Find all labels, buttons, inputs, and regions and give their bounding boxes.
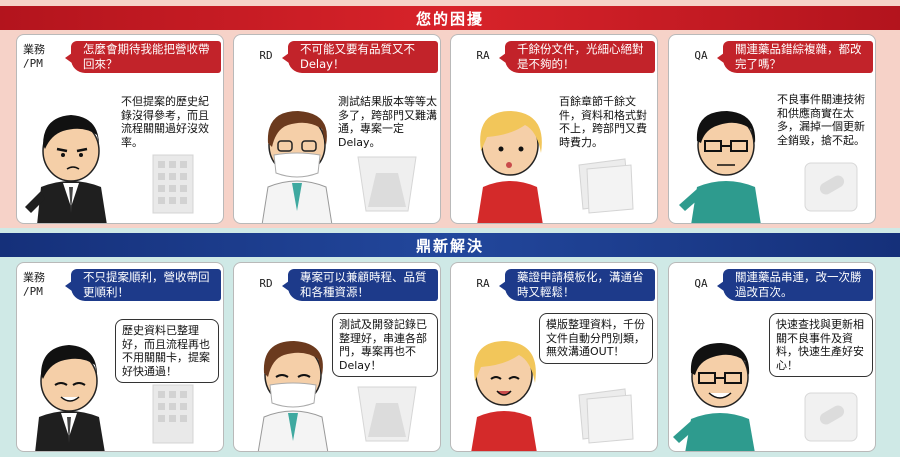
- problem-card-rd: RD 不可能又要有品質又不Delay！ 測試結果版本等等太多了，跨部門又難溝通，…: [233, 34, 441, 224]
- solution-title: 專案可以兼顧時程、品質和各種資源！: [282, 269, 438, 301]
- speech-bubble: 測試及開發記錄已整理好，串連各部門，專案再也不Delay！: [332, 313, 438, 377]
- problem-header: 您的困擾: [0, 6, 900, 30]
- speech-text: 不但提案的歷史紀錄沒得參考，而且流程關關過好沒效率。: [121, 95, 209, 149]
- solution-card-sales-pm: 業務 /PM 不只提案順利，營收帶回更順利！ 歷史資料已整理好，而且流程再也不用…: [16, 262, 224, 452]
- solution-title: 不只提案順利，營收帶回更順利！: [65, 269, 221, 301]
- researcher-avatar: [261, 111, 333, 223]
- problem-card-sales-pm: 業務 /PM 怎麼會期待我能把營收帶回來？ 不但提案的歷史紀錄沒得參考，而且流程…: [16, 34, 224, 224]
- role-label: QA: [694, 49, 708, 62]
- problem-card-qa: QA 關連藥品錯綜複雜，都改完了嗎？ 不良事件關連技術和供應商實在太多，漏掉一個…: [668, 34, 876, 224]
- speech-text: 測試結果版本等等太多了，跨部門又難溝通，專案一定Delay。: [338, 95, 437, 149]
- solution-title: 關連藥品串連，改一次勝過改百次。: [717, 269, 873, 301]
- building-icon: [152, 154, 194, 214]
- speech-bubble: 歷史資料已整理好，而且流程再也不用關關卡，提案好快通過！: [115, 319, 219, 383]
- quality-avatar: [679, 111, 761, 223]
- pill-icon: [804, 162, 858, 212]
- documents-icon: [578, 158, 634, 214]
- role-label: RD: [259, 49, 273, 62]
- solution-card-qa: QA 關連藥品串連，改一次勝過改百次。 快速查找與更新相關不良事件及資料，快速生…: [668, 262, 876, 452]
- solution-header: 鼎新解決: [0, 233, 900, 257]
- researcher-avatar: [257, 341, 329, 451]
- solution-card-ra: RA 藥證申請模板化，溝通省時又輕鬆！ 模版整理資料，千份文件自動分門別類，無效…: [450, 262, 658, 452]
- role-label: QA: [694, 277, 708, 290]
- solution-card-rd: RD 專案可以兼顧時程、品質和各種資源！ 測試及開發記錄已整理好，串連各部門，專…: [233, 262, 441, 452]
- role-label: 業務 /PM: [23, 43, 45, 70]
- role-label: RD: [259, 277, 273, 290]
- problem-title: 關連藥品錯綜複雜，都改完了嗎？: [717, 41, 873, 73]
- role-label: 業務 /PM: [23, 271, 45, 298]
- businessman-avatar: [35, 345, 105, 451]
- flask-icon: [357, 156, 417, 212]
- problem-title: 千餘份文件，光細心絕對是不夠的！: [499, 41, 655, 73]
- speech-text: 不良事件關連技術和供應商實在太多，漏掉一個更新全銷毀，搶不起。: [777, 93, 865, 147]
- documents-icon: [578, 388, 634, 444]
- speech-bubble: 模版整理資料，千份文件自動分門別類，無效溝通OUT！: [539, 313, 653, 364]
- speech-bubble: 快速查找與更新相關不良事件及資料，快速生產好安心！: [769, 313, 873, 377]
- building-icon: [152, 384, 194, 444]
- businessman-avatar: [25, 115, 107, 223]
- speech-text: 百餘章節千餘文件，資料和格式對不上，跨部門又費時費力。: [559, 95, 647, 149]
- regulatory-avatar: [477, 111, 543, 223]
- regulatory-avatar: [471, 341, 537, 451]
- role-label: RA: [476, 49, 490, 62]
- solution-title: 藥證申請模板化，溝通省時又輕鬆！: [499, 269, 655, 301]
- flask-icon: [357, 386, 417, 442]
- problem-card-ra: RA 千餘份文件，光細心絕對是不夠的！ 百餘章節千餘文件，資料和格式對不上，跨部…: [450, 34, 658, 224]
- quality-avatar: [673, 343, 755, 451]
- problem-title: 怎麼會期待我能把營收帶回來？: [65, 41, 221, 73]
- role-label: RA: [476, 277, 490, 290]
- problem-title: 不可能又要有品質又不Delay！: [282, 41, 438, 73]
- pill-icon: [804, 392, 858, 442]
